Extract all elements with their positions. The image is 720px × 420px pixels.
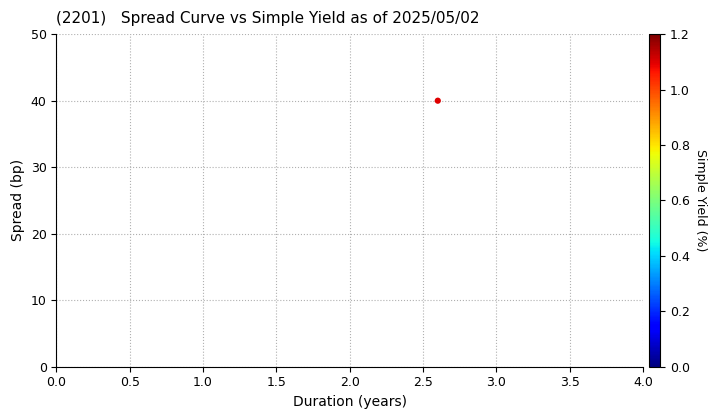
X-axis label: Duration (years): Duration (years) — [293, 395, 407, 409]
Text: (2201)   Spread Curve vs Simple Yield as of 2025/05/02: (2201) Spread Curve vs Simple Yield as o… — [56, 11, 480, 26]
Y-axis label: Simple Yield (%): Simple Yield (%) — [694, 149, 707, 252]
Point — [432, 97, 444, 104]
Y-axis label: Spread (bp): Spread (bp) — [11, 159, 25, 242]
